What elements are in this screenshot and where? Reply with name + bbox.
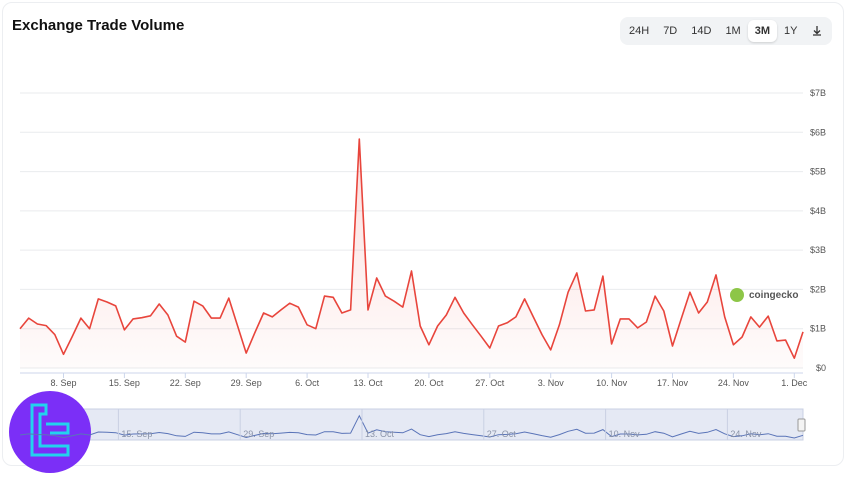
- navigator-label: 15. Sep: [121, 429, 152, 439]
- range-button[interactable]: 7D: [663, 25, 678, 37]
- range-button[interactable]: 24H: [629, 25, 650, 37]
- y-tick-label: $2B: [810, 284, 826, 294]
- x-tick-label: 17. Nov: [657, 378, 689, 388]
- range-button[interactable]: 1M: [725, 25, 741, 37]
- x-tick-label: 10. Nov: [596, 378, 628, 388]
- navigator-label: 29. Sep: [243, 429, 274, 439]
- watermark-text: coingecko: [749, 290, 798, 301]
- watermark: coingecko: [730, 288, 798, 302]
- x-tick-label: 6. Oct: [295, 378, 320, 388]
- y-tick-label: $0: [816, 363, 826, 373]
- navigator-label: 24. Nov: [730, 429, 762, 439]
- download-icon: [813, 26, 821, 36]
- navigator-line: [19, 414, 804, 439]
- coingecko-logo: [730, 288, 744, 302]
- x-tick-label: 8. Sep: [50, 378, 76, 388]
- x-tick-label: 29. Sep: [231, 378, 262, 388]
- x-tick-label: 27. Oct: [475, 378, 505, 388]
- y-tick-label: $7B: [810, 88, 826, 98]
- x-tick-label: 15. Sep: [109, 378, 140, 388]
- brand-logo: [9, 391, 91, 473]
- navigator-label: 13. Oct: [365, 429, 395, 439]
- y-tick-label: $1B: [810, 324, 826, 334]
- navigator-handle[interactable]: [797, 418, 806, 432]
- range-button[interactable]: 3M: [747, 20, 777, 42]
- range-button[interactable]: 14D: [691, 25, 712, 37]
- x-tick-label: 13. Oct: [353, 378, 383, 388]
- logo-mark: [46, 422, 70, 435]
- x-tick-label: 24. Nov: [718, 378, 750, 388]
- line: [19, 138, 804, 359]
- area: [20, 139, 803, 368]
- logo-mark: [30, 403, 70, 457]
- download-button[interactable]: [813, 26, 821, 36]
- navigator-label: 27. Oct: [487, 429, 517, 439]
- chart-title: Exchange Trade Volume: [12, 17, 185, 34]
- card: [2, 2, 844, 466]
- y-tick-label: $4B: [810, 206, 826, 216]
- x-tick-label: 1. Dec: [781, 378, 808, 388]
- y-tick-label: $3B: [810, 245, 826, 255]
- navigator: [19, 408, 804, 441]
- range-selector: 24H 7D 14D 1M 3M 1Y: [620, 17, 832, 45]
- range-button[interactable]: 1Y: [784, 25, 798, 37]
- y-tick-label: $6B: [810, 127, 826, 137]
- navigator-label: 10. Nov: [609, 429, 641, 439]
- x-tick-label: 3. Nov: [538, 378, 565, 388]
- x-tick-label: 22. Sep: [170, 378, 201, 388]
- x-tick-label: 20. Oct: [414, 378, 444, 388]
- y-tick-label: $5B: [810, 167, 826, 177]
